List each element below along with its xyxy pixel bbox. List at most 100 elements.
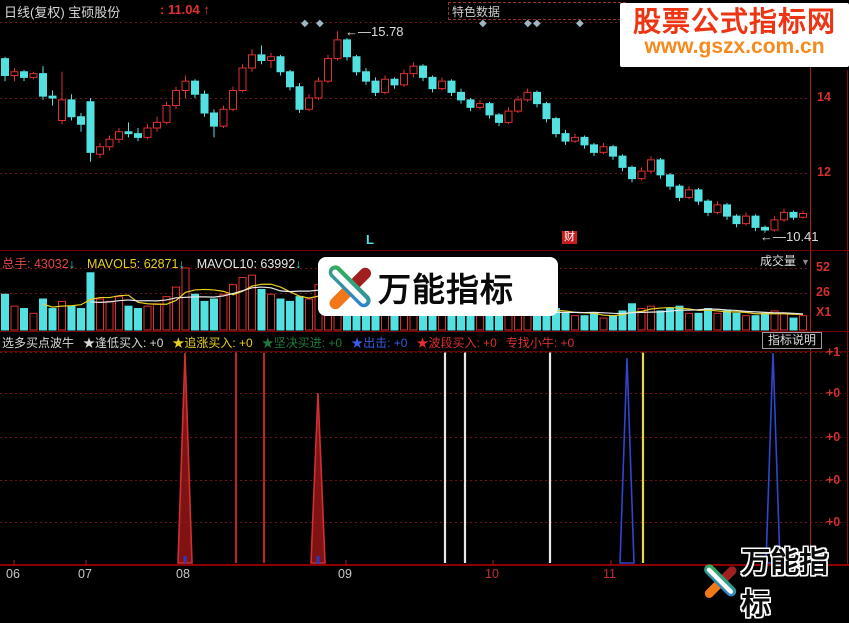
candle [409,65,418,75]
candle [105,138,114,148]
candle [571,136,579,142]
candle [324,58,332,82]
candle [628,166,636,180]
signal-base-tick [183,556,187,564]
price-axis-label: 12 [817,165,831,179]
volume-bar [305,298,313,331]
candle [761,226,769,231]
candle [238,67,247,91]
volume-bar [200,300,209,331]
candle [48,95,57,99]
volume-readout-row: 总手: 43032↓ MAVOL5: 62871↓ MAVOL10: 63992↓ [2,253,313,272]
candle [58,99,66,121]
month-label: 11 [603,567,616,581]
volume-bar [191,293,199,331]
volume-bar [219,293,228,331]
signal-spike [765,352,781,564]
volume-indicator-dropdown[interactable]: 成交量 ▼ [760,252,810,269]
volume-readout-item: MAVOL10: 63992↓ [196,257,302,271]
indicator-axis-label: +1 [826,345,841,359]
candle [39,73,47,97]
candle [447,80,456,93]
candle [694,189,703,202]
candle [685,189,693,198]
candle [286,71,294,88]
candle [780,211,788,221]
volume-bar [571,315,579,331]
volume-bar [780,312,788,331]
volume-bar [29,312,38,331]
candle [428,76,437,90]
volume-bar [476,315,484,331]
volume-bar [495,315,503,331]
wanneng-logo-icon [328,264,372,309]
candle [466,99,475,108]
down-arrow-icon: ↓ [295,257,302,271]
candle [523,91,532,101]
volume-bar [238,277,247,331]
candle [637,170,646,180]
volume-bar [675,305,684,331]
candle [552,118,560,135]
volume-bar [96,298,104,331]
volume-bar [770,310,779,331]
candle [153,121,161,129]
indicator-signal-label: ★坚决买进: +0 [261,336,343,350]
volume-bar [561,312,570,331]
volume-readout-item: 总手: 43032↓ [2,257,75,271]
last-price: : 11.04 [160,2,200,17]
wanneng-logo-icon [704,564,737,598]
candle [172,90,180,106]
watermark-center: 万能指标 [318,257,558,316]
down-arrow-icon: ↓ [178,257,185,271]
candle [485,103,494,116]
candle [704,200,712,213]
candle [248,54,256,69]
signal-spike [310,392,326,564]
diamond-marker: ◆ [316,18,324,29]
candle [723,204,731,217]
volume-bar [143,305,152,331]
candle [495,114,503,123]
volume-bar [39,298,47,331]
indicator-signal-label: ★追涨买入: +0 [172,336,253,350]
high-price-annotation: ←—15.78 [345,24,404,39]
volume-bar [647,305,655,331]
candle [599,146,608,153]
month-label: 10 [485,567,499,581]
candle [134,133,142,138]
candle [333,39,342,60]
candle [390,78,399,86]
cai-news-badge[interactable]: 财 [562,231,577,244]
volume-bar [134,308,142,331]
volume-bar [210,298,218,331]
candle [362,71,370,82]
candle [29,73,38,78]
indicator-axis-label: +0 [826,473,841,487]
indicator-help-button[interactable]: 指标说明 [762,332,823,349]
volume-bar [789,317,798,331]
candle [647,159,655,172]
candle [200,93,209,114]
volume-bar [694,312,703,331]
ad-banner-title: 股票公式指标网 [632,6,836,37]
feature-data-label[interactable]: 特色数据 [452,5,501,19]
volume-bar [685,312,693,331]
volume-bar [1,293,9,331]
volume-bar [637,308,646,331]
month-label: 09 [338,567,352,581]
indicator-axis-label: +0 [826,386,841,400]
volume-bar [723,310,731,331]
candle [666,174,674,187]
candle [770,219,779,231]
watermark-bottom-right: 万能指标 [702,539,849,623]
candle [561,133,570,142]
volume-bar [295,296,304,331]
indicator-header-row: 选多买点波牛 ★逢低买入: +0 ★追涨买入: +0 ★坚决买进: +0 ★出击: +0… [2,334,583,351]
volume-bar [124,305,133,331]
volume-bar [751,315,760,331]
candle [609,146,617,157]
candle [533,91,541,105]
ad-banner[interactable]: 股票公式指标网 www.gszx.com.cn [620,3,849,67]
